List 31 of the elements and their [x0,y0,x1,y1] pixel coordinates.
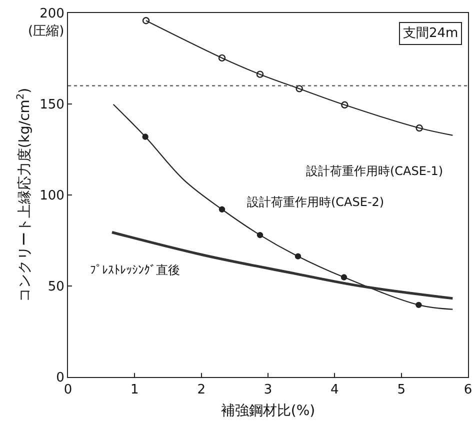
point [218,206,226,212]
point [218,54,226,62]
point [294,253,302,260]
point [142,134,148,140]
point [340,274,348,280]
x-tick-label: 2 [197,382,206,398]
text: 設計荷重作用時(CASE-1) [306,164,444,178]
point [256,70,264,78]
x-tick-label: 1 [130,382,139,398]
annotation: 支間24m [403,26,458,41]
point [256,232,264,238]
point [416,124,423,132]
point [416,302,422,308]
y-tick-label: 50 [48,280,64,295]
y-tick-label: 100 [40,188,64,204]
point [341,101,348,109]
line-series [110,231,454,300]
x-tick-label: 4 [330,382,339,398]
y-tick-label: 0 [56,370,64,386]
series-label: 設計荷重作用時(CASE-2) [247,195,384,209]
text: (圧縮) [28,24,64,39]
series-label: ﾌﾟﾚｽﾄﾚｯｼﾝｸﾞ直後 [90,263,180,277]
y-tick-label: 150 [40,98,64,113]
line-series [112,104,454,310]
x-axis-title: 補強鋼材比(%) [220,402,316,419]
point [296,85,303,92]
x-tick-label: 3 [264,382,272,398]
x-tick-label: 6 [464,382,472,398]
y-tick-label: 200 [40,6,64,22]
point [142,17,150,24]
x-tick-label: 5 [397,382,406,398]
